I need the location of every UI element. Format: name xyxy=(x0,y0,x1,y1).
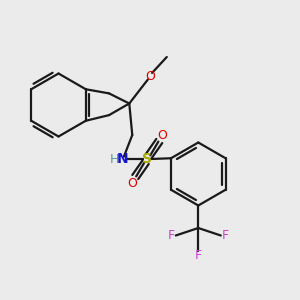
Text: F: F xyxy=(168,229,175,242)
Text: H: H xyxy=(110,152,120,166)
Text: O: O xyxy=(127,176,137,190)
Text: F: F xyxy=(195,249,202,262)
Text: N: N xyxy=(116,152,128,166)
Text: O: O xyxy=(157,129,167,142)
Text: O: O xyxy=(145,70,155,83)
Text: S: S xyxy=(142,152,152,166)
Text: F: F xyxy=(222,229,229,242)
